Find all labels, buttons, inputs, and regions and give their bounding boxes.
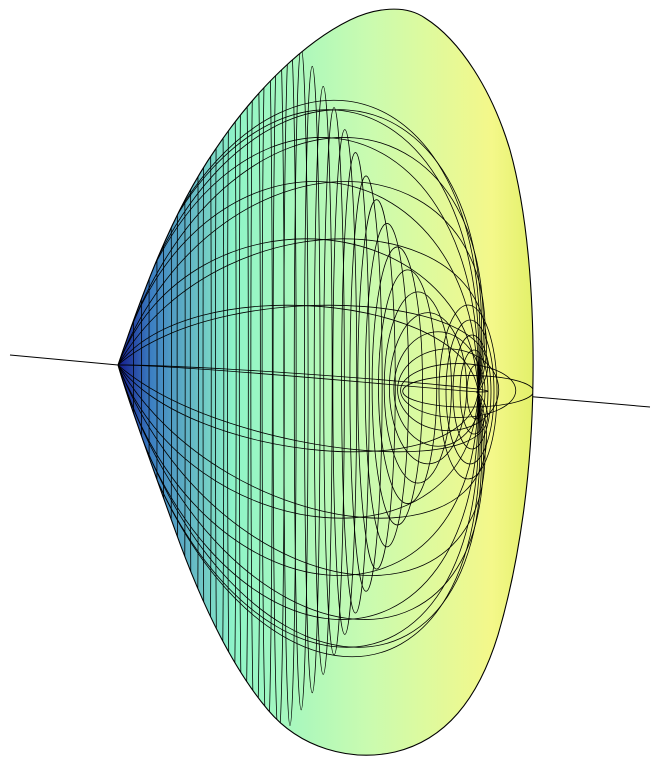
latitude-ring <box>383 291 452 484</box>
pole-ring <box>466 364 486 420</box>
latitude-ring <box>202 9 212 756</box>
pole-ring <box>452 334 492 450</box>
meridian-line <box>118 304 479 393</box>
meridian-line <box>118 364 481 658</box>
meridian-line <box>118 364 486 576</box>
latitude-ring <box>400 363 517 418</box>
latitude-ring <box>176 9 186 756</box>
latitude-ring <box>303 65 321 694</box>
latitude-ring <box>227 9 237 756</box>
meridian-line <box>118 364 479 453</box>
meridian-line <box>118 364 487 519</box>
latitude-ring <box>341 152 370 614</box>
latitude-ring <box>402 375 534 408</box>
meridian-line <box>118 364 488 453</box>
pole-ring <box>459 349 489 435</box>
latitude-ring <box>163 9 172 756</box>
latitude-ring <box>148 9 158 756</box>
pole-ring <box>438 304 498 480</box>
latitude-ring <box>397 348 500 432</box>
meridian-line <box>118 364 484 620</box>
latitude-ring <box>133 9 142 756</box>
latitude-ring <box>371 246 423 526</box>
latitude-ring <box>388 312 468 465</box>
surface-outline <box>117 8 534 756</box>
latitude-ring <box>313 85 333 675</box>
latitude-ring <box>189 9 199 756</box>
latitude-ring <box>357 199 396 570</box>
axis-left <box>9 354 119 366</box>
latitude-ring <box>393 331 483 447</box>
latitude-ring <box>349 175 383 592</box>
meridian-line <box>118 238 487 393</box>
meridian-line <box>118 304 488 393</box>
latitude-ring <box>332 129 358 635</box>
meridian-line <box>118 137 484 393</box>
pole-ring <box>445 319 495 465</box>
latitude-ring <box>250 9 261 756</box>
latitude-ring <box>215 9 225 756</box>
pole-point <box>476 390 480 394</box>
latitude-ring <box>378 269 438 504</box>
latitude-ring <box>238 9 249 756</box>
latitude-ring <box>364 223 410 548</box>
latitude-ring <box>323 107 345 656</box>
